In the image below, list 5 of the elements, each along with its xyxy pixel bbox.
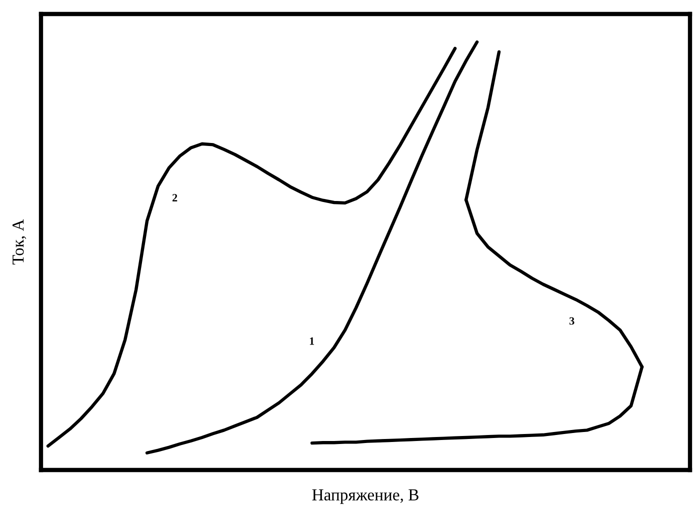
x-axis-title: Напряжение, В	[312, 489, 418, 504]
series-label: 2	[172, 194, 178, 202]
series-label: 3	[570, 317, 574, 325]
series-label: 1	[310, 337, 314, 345]
y-axis-title: Ток, А	[12, 219, 26, 265]
